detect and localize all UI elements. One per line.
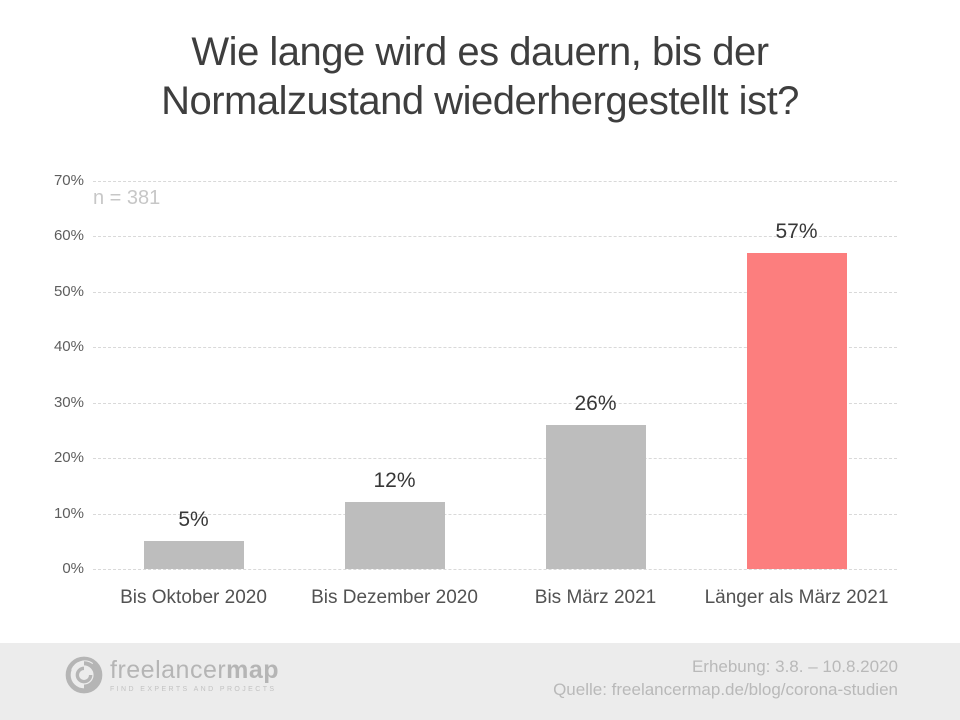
bar-value-label: 57%: [775, 220, 818, 244]
footer-bar: freelancermap Find experts and projects …: [0, 643, 960, 720]
ytick-label: 0%: [62, 560, 84, 577]
bar-Bis März 2021: [545, 424, 646, 569]
ytick-label: 50%: [53, 282, 84, 300]
bar-value-label: 26%: [574, 391, 617, 415]
freelancermap-logo-icon: [65, 656, 103, 694]
gridline-20%: [93, 458, 897, 460]
logo-wordmark: freelancermap: [110, 655, 280, 684]
bar-category-label: Bis März 2021: [534, 587, 657, 608]
gridline-40%: [93, 347, 897, 349]
bar-value-label: 12%: [373, 469, 416, 493]
bar-Länger als März 2021: [746, 253, 847, 569]
logo-text-block: freelancermap Find experts and projects: [110, 655, 280, 693]
gridline-60%: [93, 236, 897, 238]
bar-Bis Oktober 2020: [143, 541, 244, 569]
bar-value-label: 5%: [178, 508, 209, 532]
gridline-30%: [93, 402, 897, 404]
ytick-label: 70%: [53, 172, 84, 189]
bar-category-label: Länger als März 2021: [704, 587, 889, 608]
chart-title: Wie lange wird es dauern, bis der Normal…: [161, 30, 799, 123]
logo-text-bold: map: [226, 655, 280, 684]
bar-Bis Dezember 2020: [344, 502, 445, 569]
ytick-label: 60%: [53, 227, 84, 245]
source-line: Quelle: freelancermap.de/blog/corona-stu…: [553, 680, 898, 699]
gridline-10%: [93, 513, 897, 515]
gridline-50%: [93, 291, 897, 293]
logo-text-light: freelancer: [110, 655, 227, 684]
footer-source-text: Erhebung: 3.8. – 10.8.2020 Quelle: freel…: [553, 655, 898, 701]
bar-category-label: Bis Dezember 2020: [311, 587, 478, 608]
ytick-label: 40%: [53, 338, 84, 356]
freelancermap-logo: freelancermap Find experts and projects: [64, 655, 279, 695]
logo-tagline: Find experts and projects: [110, 685, 277, 693]
gridline-0%: [93, 569, 897, 570]
bar-category-label: Bis Oktober 2020: [120, 587, 267, 608]
sample-size-annotation: n = 381: [93, 187, 161, 209]
ytick-label: 20%: [53, 449, 84, 467]
gridline-70%: [93, 181, 897, 182]
ytick-label: 10%: [53, 504, 84, 522]
ytick-label: 30%: [53, 393, 84, 411]
survey-period-line: Erhebung: 3.8. – 10.8.2020: [691, 657, 898, 676]
